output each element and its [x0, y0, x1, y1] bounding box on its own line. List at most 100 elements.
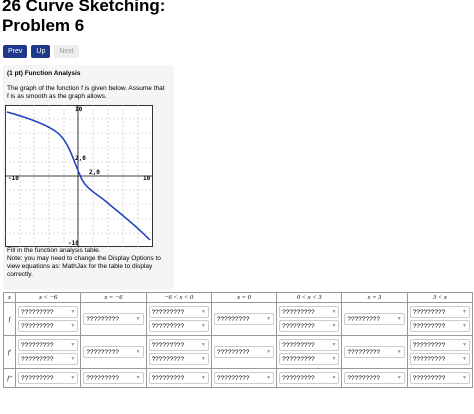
dropdown[interactable]: ????????? ▼ [279, 339, 340, 351]
dropdown-text: ????????? [282, 341, 315, 349]
table-cell: ????????? ▼????????? ▼ [145, 302, 212, 336]
dropdown[interactable]: ????????? ▼ [18, 372, 79, 384]
dropdown-arrow: ▼ [200, 323, 206, 329]
dropdown[interactable]: ????????? ▼ [18, 306, 79, 318]
dropdown[interactable]: ????????? ▼ [18, 353, 79, 365]
table-cell: ????????? ▼????????? ▼ [14, 335, 82, 369]
dropdown-text: ????????? [412, 355, 446, 363]
dropdown-text: ????????? [282, 355, 315, 363]
dropdown[interactable]: ????????? ▼ [83, 313, 144, 325]
header-cell: x < −6 [14, 292, 82, 303]
dropdown[interactable]: ????????? ▼ [279, 353, 340, 365]
nav: Prev Up Next [3, 45, 79, 58]
table-cell: ????????? ▼ [341, 302, 408, 336]
graph-label: -10 [8, 175, 19, 182]
dropdown[interactable]: ????????? ▼ [344, 346, 405, 358]
table-cell: ????????? ▼????????? ▼ [145, 335, 212, 369]
table-cell: ????????? ▼????????? ▼ [406, 302, 474, 336]
dropdown-arrow: ▼ [331, 356, 337, 362]
dropdown-text: ????????? [151, 355, 185, 363]
graph: 10 -10 10 -10 2,0 2,0 [5, 105, 153, 247]
dropdown[interactable]: ????????? ▼ [279, 372, 340, 384]
dropdown[interactable]: ????????? ▼ [279, 320, 340, 332]
dropdown-arrow: ▼ [200, 375, 206, 381]
dropdown-text: ????????? [347, 348, 380, 356]
table-cell: ????????? ▼ [210, 302, 278, 336]
dropdown-arrow: ▼ [135, 316, 141, 322]
up-button[interactable]: Up [31, 45, 51, 58]
dropdown[interactable]: ????????? ▼ [213, 372, 275, 384]
dropdown-arrow: ▼ [462, 342, 467, 348]
table-cell: ????????? ▼ [276, 368, 343, 388]
dropdown-arrow: ▼ [331, 323, 337, 329]
graph-label: 10 [143, 175, 151, 182]
dropdown[interactable]: ????????? ▼ [344, 313, 405, 325]
dropdown-text: ????????? [412, 322, 446, 330]
table-row: f″????????? ▼????????? ▼????????? ▼????????… [3, 368, 474, 388]
dropdown[interactable]: ????????? ▼ [409, 320, 470, 332]
dropdown-text: ????????? [282, 308, 315, 316]
problem-heading: (1 pt) Function Analysis [7, 70, 81, 77]
table-cell: ????????? ▼ [80, 368, 147, 388]
dropdown[interactable]: ????????? ▼ [213, 346, 275, 358]
dropdown-text: ????????? [347, 374, 380, 382]
dropdown-arrow: ▼ [70, 309, 76, 315]
dropdown[interactable]: ????????? ▼ [83, 346, 144, 358]
dropdown[interactable]: ????????? ▼ [409, 306, 470, 318]
table-row: f′????????? ▼????????? ▼????????? ▼????????… [3, 335, 474, 369]
dropdown-arrow: ▼ [70, 342, 76, 348]
dropdown-text: ????????? [86, 315, 119, 323]
dropdown[interactable]: ????????? ▼ [148, 372, 209, 384]
table-cell: ????????? ▼ [210, 368, 278, 388]
dropdown-text: ????????? [347, 315, 380, 323]
table-cell: ????????? ▼ [14, 368, 82, 388]
header-cell: x = 0 [210, 292, 278, 303]
problem-panel: (1 pt) Function Analysis The graph of th… [3, 65, 174, 290]
dropdown[interactable]: ????????? ▼ [148, 353, 209, 365]
dropdown-arrow: ▼ [70, 356, 76, 362]
dropdown-arrow: ▼ [135, 349, 141, 355]
table-cell: ????????? ▼ ????????? ▼ [14, 302, 82, 336]
dropdown-text: ????????? [216, 374, 250, 382]
dropdown-arrow: ▼ [462, 356, 467, 362]
table-cell: ????????? ▼ [341, 335, 408, 369]
header-cell: 0 < x < 3 [276, 292, 343, 303]
prev-button[interactable]: Prev [3, 45, 28, 58]
header-cell: x = −6 [80, 292, 147, 303]
dropdown-text: ????????? [216, 315, 250, 323]
dropdown[interactable]: ????????? ▼ [148, 339, 209, 351]
instruction: Note: you may need to change the Display… [7, 255, 161, 278]
dropdown-text: ????????? [412, 374, 446, 382]
dropdown-text: ????????? [86, 374, 119, 382]
row-label: f [3, 302, 16, 336]
dropdown[interactable]: ????????? ▼ [148, 306, 209, 318]
dropdown[interactable]: ????????? ▼ [18, 339, 79, 351]
dropdown-text: ????????? [282, 374, 315, 382]
dropdown-arrow: ▼ [200, 356, 206, 362]
dropdown-arrow: ▼ [266, 375, 272, 381]
dropdown[interactable]: ????????? ▼ [409, 372, 470, 384]
dropdown[interactable]: ????????? ▼ [18, 320, 79, 332]
instruction: Fill in the function analysis table. [7, 247, 101, 254]
dropdown[interactable]: ????????? ▼ [83, 372, 144, 384]
dropdown-text: ????????? [151, 308, 185, 316]
dropdown-arrow: ▼ [331, 309, 337, 315]
row-label: f″ [3, 368, 16, 388]
dropdown-arrow: ▼ [462, 375, 467, 381]
dropdown-text: ????????? [21, 355, 54, 363]
dropdown[interactable]: ????????? ▼ [148, 320, 209, 332]
dropdown-text: ????????? [282, 322, 315, 330]
next-button: Next [54, 45, 79, 58]
dropdown-arrow: ▼ [266, 316, 272, 322]
header-cell: 3 < x [406, 292, 474, 303]
dropdown[interactable]: ????????? ▼ [213, 313, 275, 325]
dropdown[interactable]: ????????? ▼ [409, 339, 470, 351]
dropdown[interactable]: ????????? ▼ [344, 372, 405, 384]
dropdown-arrow: ▼ [70, 375, 76, 381]
dropdown[interactable]: ????????? ▼ [409, 353, 470, 365]
graph-label: 2,0 [75, 155, 86, 162]
table-cell: ????????? ▼????????? ▼ [406, 335, 474, 369]
dropdown-arrow: ▼ [462, 323, 467, 329]
dropdown[interactable]: ????????? ▼ [279, 306, 340, 318]
